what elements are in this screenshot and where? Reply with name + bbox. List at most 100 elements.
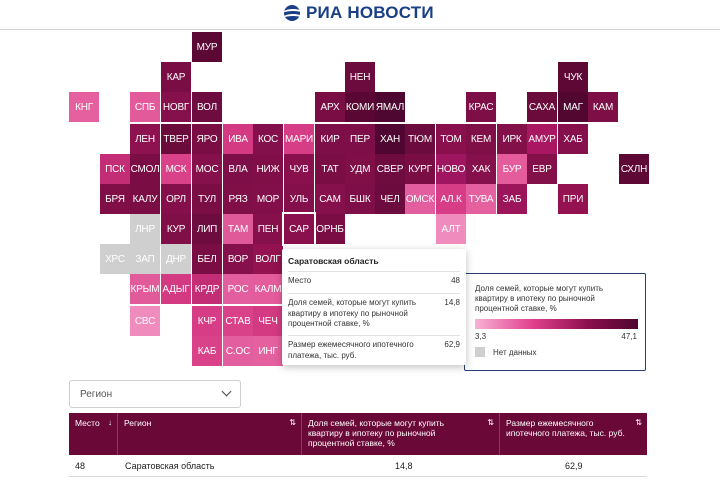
region-tile-кам[interactable]: КАМ: [588, 92, 618, 122]
region-tile-бшк[interactable]: БШК: [345, 184, 375, 214]
region-tile-бря[interactable]: БРЯ: [100, 184, 130, 214]
region-tile-мор[interactable]: МОР: [253, 184, 283, 214]
region-tile-калу[interactable]: КАЛУ: [130, 184, 160, 214]
region-tile-хан[interactable]: ХАН: [375, 124, 405, 154]
region-tile-смол[interactable]: СМОЛ: [130, 154, 160, 184]
region-tile-кир[interactable]: КИР: [315, 124, 345, 154]
column-header-place[interactable]: Место ↓: [69, 413, 118, 455]
region-tile-кур[interactable]: КУР: [161, 214, 191, 244]
region-tile-удм[interactable]: УДМ: [345, 154, 375, 184]
tooltip-row-share: Доля семей, которые могут купить квартир…: [288, 293, 460, 335]
region-tile-мск[interactable]: МСК: [161, 154, 191, 184]
column-header-region[interactable]: Регион ⇅: [118, 413, 302, 455]
region-tile-ниж[interactable]: НИЖ: [253, 154, 283, 184]
region-tile-амур[interactable]: АМУР: [527, 124, 557, 154]
region-tile-тул[interactable]: ТУЛ: [192, 184, 222, 214]
region-tile-нен[interactable]: НЕН: [345, 62, 375, 92]
region-tile-тюм[interactable]: ТЮМ: [405, 124, 435, 154]
region-tile-свс[interactable]: СВС: [130, 306, 160, 336]
region-tile-уль[interactable]: УЛЬ: [284, 184, 314, 214]
region-tile-яро[interactable]: ЯРО: [192, 124, 222, 154]
region-tile-волг[interactable]: ВОЛГ: [253, 244, 283, 274]
region-tile-мур[interactable]: МУР: [192, 32, 222, 62]
region-tile-тува[interactable]: ТУВА: [466, 184, 496, 214]
region-tile-калм[interactable]: КАЛМ: [253, 274, 283, 304]
region-tile-пск[interactable]: ПСК: [100, 154, 130, 184]
ria-logo[interactable]: РИА НОВОСТИ: [284, 3, 434, 23]
region-tile-твер[interactable]: ТВЕР: [161, 124, 191, 154]
region-tile-чеч[interactable]: ЧЕЧ: [253, 306, 283, 336]
cell-share: 14,8: [395, 461, 413, 471]
region-tile-лип[interactable]: ЛИП: [192, 214, 222, 244]
region-tile-орнб[interactable]: ОРНБ: [315, 214, 345, 244]
region-tile-арх[interactable]: АРХ: [315, 92, 345, 122]
column-header-share[interactable]: Доля семей, которые могут купить квартир…: [302, 413, 500, 455]
region-tile-днр[interactable]: ДНР: [161, 244, 191, 274]
region-tile-омск[interactable]: ОМСК: [405, 184, 435, 214]
region-tile-бур[interactable]: БУР: [497, 154, 527, 184]
region-tile-ива[interactable]: ИВА: [223, 124, 253, 154]
region-tile-крым[interactable]: КРЫМ: [130, 274, 160, 304]
region-tile-каб[interactable]: КАБ: [192, 336, 222, 366]
tooltip-title: Саратовская область: [288, 256, 379, 266]
region-tile-кар[interactable]: КАР: [161, 62, 191, 92]
region-tile-хаб[interactable]: ХАБ: [558, 124, 588, 154]
region-tile-мари[interactable]: МАРИ: [284, 124, 314, 154]
region-tile-алк[interactable]: АЛ.К: [436, 184, 466, 214]
region-tile-кос[interactable]: КОС: [253, 124, 283, 154]
tooltip-value: 14,8: [444, 298, 460, 307]
region-tile-зап[interactable]: ЗАП: [130, 244, 160, 274]
region-tile-заб[interactable]: ЗАБ: [497, 184, 527, 214]
region-tile-маг[interactable]: МАГ: [558, 92, 588, 122]
region-tile-там[interactable]: ТАМ: [223, 214, 253, 244]
region-tile-адыг[interactable]: АДЫГ: [161, 274, 191, 304]
region-tile-коми[interactable]: КОМИ: [345, 92, 375, 122]
region-tile-саха[interactable]: САХА: [527, 92, 557, 122]
region-tile-кнг[interactable]: КНГ: [69, 92, 99, 122]
region-tile-крдр[interactable]: КРДР: [192, 274, 222, 304]
column-header-payment[interactable]: Размер ежемесячного ипотечного платежа, …: [500, 413, 647, 455]
region-tile-мос[interactable]: МОС: [192, 154, 222, 184]
region-tile-новг[interactable]: НОВГ: [161, 92, 191, 122]
color-legend: Доля семей, которые могут купить квартир…: [464, 273, 646, 371]
region-tile-лен[interactable]: ЛЕН: [130, 124, 160, 154]
region-select[interactable]: Регион: [69, 380, 241, 408]
region-tile-лнр[interactable]: ЛНР: [130, 214, 160, 244]
region-tile-бел[interactable]: БЕЛ: [192, 244, 222, 274]
region-tile-сар[interactable]: САР: [282, 212, 316, 246]
region-tile-тат[interactable]: ТАТ: [315, 154, 345, 184]
region-tile-рос[interactable]: РОС: [223, 274, 253, 304]
region-tile-сам[interactable]: САМ: [315, 184, 345, 214]
region-tile-хак[interactable]: ХАК: [466, 154, 496, 184]
region-tile-чук[interactable]: ЧУК: [558, 62, 588, 92]
region-tile-схлн[interactable]: СХЛН: [619, 154, 649, 184]
region-tile-свер[interactable]: СВЕР: [375, 154, 405, 184]
region-tile-ирк[interactable]: ИРК: [497, 124, 527, 154]
region-tile-вла[interactable]: ВЛА: [223, 154, 253, 184]
region-tile-пер[interactable]: ПЕР: [345, 124, 375, 154]
region-tile-кем[interactable]: КЕМ: [466, 124, 496, 154]
region-tile-евр[interactable]: ЕВР: [527, 154, 557, 184]
cell-payment: 62,9: [565, 461, 583, 471]
region-tile-чел[interactable]: ЧЕЛ: [375, 184, 405, 214]
region-tile-при[interactable]: ПРИ: [558, 184, 588, 214]
region-tile-крас[interactable]: КРАС: [466, 92, 496, 122]
region-tile-пен[interactable]: ПЕН: [253, 214, 283, 244]
region-tile-сос[interactable]: С.ОС: [223, 336, 253, 366]
region-tile-том[interactable]: ТОМ: [436, 124, 466, 154]
sort-icon: ⇅: [289, 418, 296, 427]
region-tile-хрс[interactable]: ХРС: [100, 244, 130, 274]
region-tile-вол[interactable]: ВОЛ: [192, 92, 222, 122]
region-tile-алт[interactable]: АЛТ: [436, 214, 466, 244]
region-tile-ново[interactable]: НОВО: [436, 154, 466, 184]
region-tile-спб[interactable]: СПБ: [130, 92, 160, 122]
region-tile-ряз[interactable]: РЯЗ: [223, 184, 253, 214]
region-tile-чув[interactable]: ЧУВ: [284, 154, 314, 184]
region-tile-кчр[interactable]: КЧР: [192, 306, 222, 336]
region-tile-вор[interactable]: ВОР: [223, 244, 253, 274]
region-tile-инг[interactable]: ИНГ: [253, 336, 283, 366]
region-tile-кург[interactable]: КУРГ: [405, 154, 435, 184]
region-tile-орл[interactable]: ОРЛ: [161, 184, 191, 214]
region-tile-ямал[interactable]: ЯМАЛ: [375, 92, 405, 122]
region-tile-став[interactable]: СТАВ: [223, 306, 253, 336]
